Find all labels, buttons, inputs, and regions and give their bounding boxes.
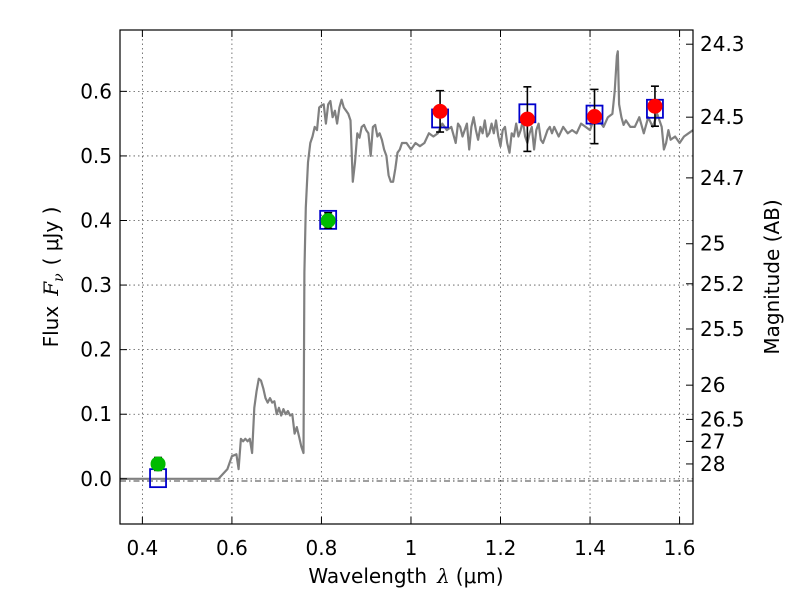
observed-photometry-point xyxy=(432,103,448,119)
right-tick-label: 25.2 xyxy=(700,272,745,296)
observed-photometry-point xyxy=(587,109,603,125)
x-tick-label: 1.2 xyxy=(485,536,517,560)
y-tick-label: 0.4 xyxy=(80,208,112,232)
axes: 0.4 0.6 0.8 1 1.2 1.4 1.6 0.0 0.1 0.2 0.3 0.4 0.5 0.6… xyxy=(80,30,745,560)
right-tick-label: 24.7 xyxy=(700,166,745,190)
observed-photometry-point xyxy=(320,212,336,228)
observed-photometry-point xyxy=(519,111,535,127)
x-tick-label: 1 xyxy=(405,536,418,560)
right-tick-label: 27 xyxy=(700,429,725,453)
right-tick-label: 25 xyxy=(700,232,725,256)
sed-model-line xyxy=(120,50,694,480)
x-tick-label: 0.8 xyxy=(306,536,338,560)
right-tick-label: 26 xyxy=(700,373,725,397)
right-tick-label: 26.5 xyxy=(700,407,745,431)
right-tick-label: 25.5 xyxy=(700,317,745,341)
observed-photometry-point xyxy=(647,98,663,114)
plot-area xyxy=(120,50,694,489)
right-tick-label: 24.3 xyxy=(700,32,745,56)
grid xyxy=(120,30,693,524)
y-tick-label: 0.5 xyxy=(80,144,112,168)
x-axis-title: Wavelength λ (μm) xyxy=(308,564,503,588)
x-tick-label: 0.6 xyxy=(216,536,248,560)
x-tick-label: 1.4 xyxy=(574,536,606,560)
y-tick-label: 0.3 xyxy=(80,273,112,297)
right-tick-label: 24.5 xyxy=(700,105,745,129)
x-tick-label: 0.4 xyxy=(126,536,158,560)
x-tick-label: 1.6 xyxy=(664,536,696,560)
observed-photometry-point xyxy=(150,456,166,472)
y-tick-label: 0.2 xyxy=(80,338,112,362)
plot-frame xyxy=(119,29,694,525)
right-axis-title: Magnitude (AB) xyxy=(760,199,784,354)
y-tick-label: 0.0 xyxy=(80,467,112,491)
y-axis-title: FluxFν( μJy ) xyxy=(39,207,67,348)
right-tick-label: 28 xyxy=(700,452,725,476)
y-tick-label: 0.1 xyxy=(80,402,112,426)
y-tick-label: 0.6 xyxy=(80,79,112,103)
